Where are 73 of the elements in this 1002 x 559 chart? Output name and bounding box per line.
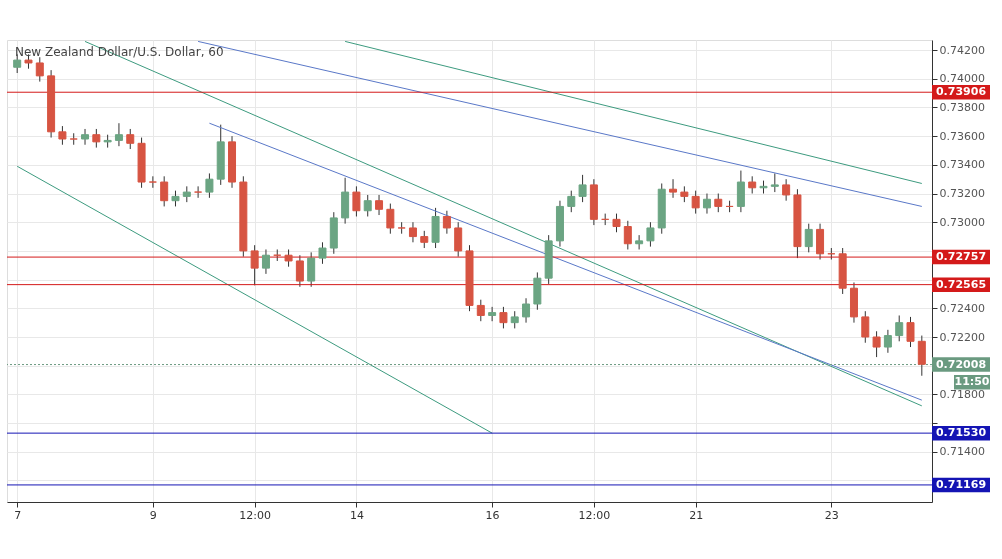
- candlestick: [250, 244, 259, 286]
- ref-line-label: 0.73906: [935, 85, 987, 99]
- candlestick: [205, 172, 214, 199]
- x-tick-label: 16: [485, 508, 500, 522]
- x-tick-label: 9: [149, 508, 157, 522]
- y-tick-label: 0.72400: [939, 301, 985, 315]
- candlestick: [691, 190, 700, 215]
- candlestick: [148, 175, 157, 189]
- candlestick: [567, 190, 576, 213]
- y-tick-label: 0.73200: [939, 187, 985, 201]
- text: 11:50: [954, 375, 990, 389]
- candlestick: [770, 172, 779, 193]
- y-tick-label: 0.74000: [939, 72, 985, 86]
- y-tick-label: 0.73000: [939, 215, 985, 229]
- y-tick-label: 0.74200: [939, 43, 985, 57]
- candlestick: [612, 213, 621, 233]
- candlestick: [58, 125, 67, 146]
- x-tick-label: 12:00: [239, 508, 271, 522]
- candlestick: [872, 330, 881, 358]
- candlestick: [375, 194, 384, 216]
- candlestick: [318, 241, 327, 265]
- candlestick: [160, 175, 169, 207]
- x-tick-label: 23: [824, 508, 839, 522]
- candlestick: [895, 314, 904, 342]
- candlestick: [623, 220, 632, 250]
- x-tick-label: 12:00: [578, 508, 611, 522]
- candlestick: [261, 248, 270, 275]
- candlestick: [397, 221, 406, 235]
- y-tick-label: 0.71800: [939, 387, 985, 401]
- candlestick: [714, 193, 723, 213]
- candlestick: [646, 221, 655, 248]
- candlestick: [442, 210, 451, 235]
- candlestick: [499, 306, 508, 329]
- ref-line-label: 0.72565: [935, 277, 987, 291]
- candlestick: [782, 178, 791, 202]
- candlestick: [35, 56, 44, 83]
- ref-line-label: 0.72008: [935, 357, 987, 371]
- candlestick: [917, 335, 926, 377]
- candlestick: [635, 234, 644, 250]
- candlestick: [81, 128, 90, 146]
- y-tick-label: 0.71400: [939, 445, 985, 459]
- candlestick: [702, 193, 711, 215]
- y-tick-label: 0.72200: [939, 330, 985, 344]
- candlestick: [194, 185, 203, 199]
- candlestick: [408, 221, 417, 243]
- ref-line-label: 0.72757: [935, 250, 987, 264]
- candlestick: [883, 329, 892, 354]
- x-tick-label: 14: [349, 508, 364, 522]
- candlestick: [363, 194, 372, 217]
- x-tick-label: 7: [14, 508, 22, 522]
- candlestick: [488, 306, 497, 322]
- candlestick: [578, 174, 587, 203]
- candlestick: [386, 203, 395, 235]
- y-tick-label: 0.73600: [939, 129, 985, 143]
- candlestick: [126, 128, 135, 150]
- x-tick-label: 21: [689, 508, 704, 522]
- candlestick: [522, 297, 531, 324]
- candlestick: [352, 185, 361, 217]
- candlestick: [69, 132, 78, 146]
- candlestick: [114, 122, 123, 147]
- candlestick: [476, 299, 485, 322]
- candlestick: [669, 178, 678, 199]
- candlestick: [804, 223, 813, 253]
- y-tick-label: 0.73400: [939, 158, 985, 172]
- ref-line-label: 0.71169: [935, 477, 987, 491]
- candlestick: [307, 251, 316, 288]
- ref-line-label: 0.71530: [935, 426, 987, 440]
- candlestick: [906, 316, 915, 348]
- candlestick: [454, 221, 463, 258]
- y-tick-label: 0.73800: [939, 100, 985, 114]
- candlestick: [861, 310, 870, 344]
- candlestick: [92, 128, 101, 149]
- candlestick: [295, 254, 304, 288]
